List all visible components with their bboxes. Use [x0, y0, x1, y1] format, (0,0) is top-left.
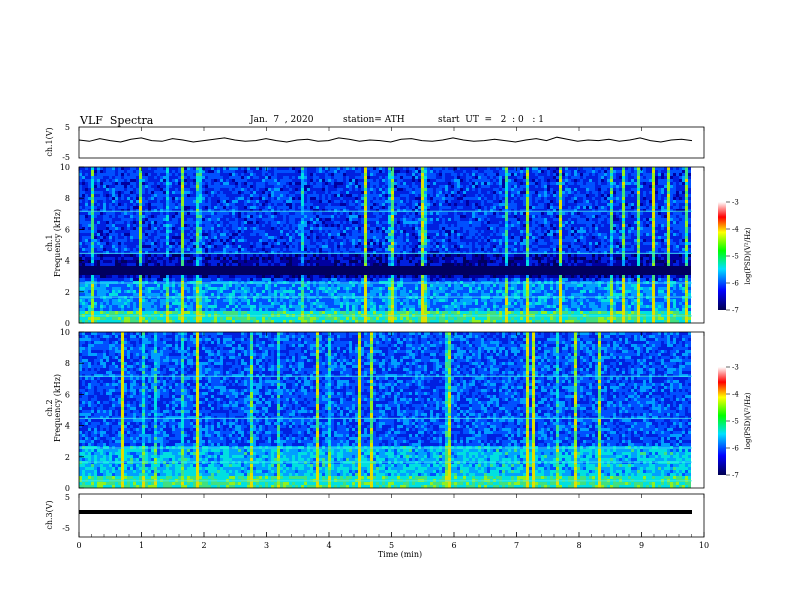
ch3-frame: [78, 493, 705, 538]
colorbar-tick-label: -6: [732, 280, 739, 288]
ch2-spec-ylabel: Frequency (kHz): [53, 374, 62, 442]
colorbar-tick-label: -3: [732, 364, 739, 372]
colorbar-tick-label: -7: [732, 472, 739, 480]
ch3-ytick-bottom: -5: [62, 524, 70, 533]
spec-ytick-label: 6: [65, 225, 70, 234]
time-tick-label: 7: [514, 541, 519, 550]
colorbar-tick-label: -5: [732, 418, 739, 426]
start-ut-label: start UT = 2 : 0 : 1: [438, 115, 544, 125]
ch1-spectrogram-image: [79, 167, 692, 324]
ch1-waveform-line: [78, 136, 693, 143]
ch3-ytick-top: 5: [65, 493, 70, 502]
time-tick-label: 10: [699, 541, 709, 550]
ch2-channel-label: ch.2: [45, 399, 54, 416]
ch1-frame: [78, 126, 705, 159]
time-tick-label: 1: [139, 541, 144, 550]
spec-ytick-label: 0: [65, 484, 70, 493]
ch1-panel: 5 -5 ch.1(V): [45, 123, 705, 162]
date-label: Jan. 7 , 2020: [250, 115, 313, 125]
spec-ytick-label: 10: [60, 328, 70, 337]
ch3-ylabel: ch.3(V): [45, 500, 54, 529]
time-tick-label: 6: [451, 541, 456, 550]
time-axis: 0 1 2 3 4 5 6 7 8 9 10: [76, 127, 709, 550]
time-tick-label: 9: [639, 541, 644, 550]
ch1-ytick-bottom: -5: [62, 153, 70, 162]
spec-ytick-label: 2: [65, 288, 70, 297]
time-tick-label: 3: [264, 541, 269, 550]
time-tick-label: 8: [576, 541, 581, 550]
ch1-colorbar: [718, 202, 726, 310]
ch1-spec-ylabel: Frequency (kHz): [53, 209, 62, 277]
time-tick-label: 4: [326, 541, 331, 550]
ch3-panel: 5 -5 ch.3(V): [45, 493, 705, 538]
ch2-spectrogram-image: [79, 332, 692, 489]
ch2-colorbar-label: log(PSD)(V²/Hz): [744, 392, 752, 449]
spec-ytick-label: 6: [65, 390, 70, 399]
colorbar-tick-label: -4: [732, 391, 739, 399]
time-tick-label: 2: [201, 541, 206, 550]
ch1-channel-label: ch.1: [45, 234, 54, 251]
spec-ytick-label: 0: [65, 319, 70, 328]
station-label: station= ATH: [343, 115, 405, 125]
spec-ytick-label: 8: [65, 359, 70, 368]
ch1-ytick-top: 5: [65, 123, 70, 132]
spec-ytick-label: 2: [65, 453, 70, 462]
colorbar-tick-label: -5: [732, 253, 739, 261]
spec-ytick-label: 4: [65, 422, 70, 431]
spec-ytick-label: 4: [65, 257, 70, 266]
time-axis-label: Time (min): [378, 550, 422, 559]
ch1-ylabel: ch.1(V): [45, 127, 54, 156]
spec-ytick-label: 10: [60, 163, 70, 172]
colorbar-tick-label: -7: [732, 307, 739, 315]
time-tick-label: 0: [76, 541, 81, 550]
spec-ytick-label: 8: [65, 194, 70, 203]
chart-title: VLF Spectra: [80, 114, 153, 127]
colorbar-tick-label: -4: [732, 226, 739, 234]
ch2-colorbar: [718, 367, 726, 475]
time-tick-label: 5: [389, 541, 394, 550]
colorbar-tick-label: -6: [732, 445, 739, 453]
ch1-colorbar-label: log(PSD)(V²/Hz): [744, 227, 752, 284]
colorbar-tick-label: -3: [732, 199, 739, 207]
ch3-waveform-line: [79, 510, 692, 514]
